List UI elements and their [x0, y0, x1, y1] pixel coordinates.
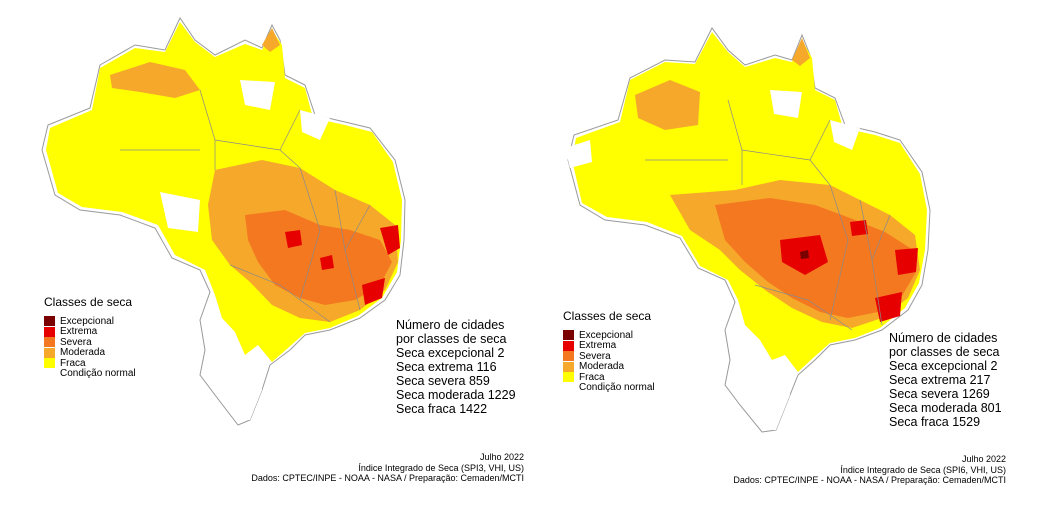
count-extrema: Seca extrema 116 [396, 360, 497, 374]
count-fraca: Seca fraca 1422 [396, 402, 488, 416]
legend-label: Condição normal [579, 382, 655, 394]
footer-source: Dados: CPTEC/INPE - NOAA - NASA / Prepar… [251, 473, 524, 483]
city-counts: Número de cidades por classes de seca Se… [889, 331, 1002, 429]
legend-label: Fraca [579, 371, 605, 383]
legend-swatch-moderada [44, 347, 55, 358]
count-severa: Seca severa 1269 [889, 387, 990, 401]
legend-title: Classes de seca [563, 309, 652, 323]
region-severa [245, 210, 392, 305]
count-severa: Seca severa 859 [396, 374, 490, 388]
count-moderada: Seca moderada 1229 [396, 388, 516, 402]
legend-swatch-moderada [563, 361, 574, 372]
footer-index: Índice Integrado de Seca (SPI6, VHI, US) [840, 464, 1006, 475]
legend-item-normal: Condição normal [44, 368, 136, 380]
legend-swatch-extrema [563, 340, 574, 351]
region-normal-3 [830, 120, 860, 150]
region-normal-3 [300, 110, 330, 140]
legend-item-moderada: Moderada [563, 361, 655, 373]
legend-item-moderada: Moderada [44, 347, 136, 359]
legend-label: Moderada [579, 361, 625, 373]
legend-item-excepcional: Excepcional [44, 316, 136, 327]
legend-swatch-extrema [44, 326, 55, 337]
region-extrema-2 [895, 248, 918, 275]
region-excepcional [800, 250, 809, 259]
count-fraca: Seca fraca 1529 [889, 415, 981, 429]
region-normal-1 [565, 140, 592, 168]
brazil-drought-map-spi6 [565, 27, 931, 433]
region-moderada-north [110, 62, 200, 98]
legend: Classes de seca Excepcional Extrema Seve… [44, 295, 136, 379]
legend-swatch-fraca [44, 358, 55, 369]
legend-label: Extrema [60, 326, 98, 338]
region-extrema-1 [380, 225, 400, 255]
legend-swatch-excepcional [563, 330, 574, 341]
drought-map-panel-spi6: Classes de seca Excepcional Extrema Seve… [530, 0, 1042, 511]
region-moderada-north2 [792, 38, 810, 66]
counts-heading: por classes de seca [889, 345, 1000, 359]
legend-label: Excepcional [579, 329, 633, 341]
region-normal-south [745, 368, 790, 430]
legend-swatch-normal [563, 383, 574, 393]
legend-label: Moderada [60, 347, 106, 359]
counts-heading: por classes de seca [396, 332, 507, 346]
footer-date: Julho 2022 [479, 452, 524, 462]
legend-label: Excepcional [60, 315, 114, 327]
city-counts: Número de cidades por classes de seca Se… [396, 318, 516, 416]
legend-label: Condição normal [60, 368, 136, 380]
region-normal-2 [240, 80, 275, 110]
footer-source: Dados: CPTEC/INPE - NOAA - NASA / Prepar… [733, 475, 1006, 485]
counts-heading: Número de cidades [396, 318, 505, 332]
region-extrema-3 [875, 292, 902, 322]
region-moderada-north2 [262, 28, 280, 52]
brazil-drought-map-spi3 [41, 16, 406, 426]
legend-label: Severa [579, 350, 611, 362]
legend-swatch-normal [44, 369, 55, 379]
counts-heading: Número de cidades [889, 331, 998, 345]
count-excepcional: Seca excepcional 2 [396, 346, 505, 360]
legend-item-fraca: Fraca [563, 372, 655, 383]
footer-index: Índice Integrado de Seca (SPI3, VHI, US) [358, 462, 524, 473]
count-excepcional: Seca excepcional 2 [889, 359, 998, 373]
region-extrema-4 [850, 220, 868, 236]
footer-caption: Julho 2022 Índice Integrado de Seca (SPI… [251, 452, 524, 484]
legend-item-extrema: Extrema [563, 340, 655, 352]
region-normal-1 [160, 192, 200, 232]
legend-title: Classes de seca [44, 295, 133, 309]
footer-caption: Julho 2022 Índice Integrado de Seca (SPI… [733, 454, 1006, 486]
count-moderada: Seca moderada 801 [889, 401, 1002, 415]
drought-map-panel-spi3: Classes de seca Excepcional Extrema Seve… [41, 16, 524, 484]
legend-item-severa: Severa [563, 351, 655, 362]
legend-label: Fraca [60, 357, 86, 369]
region-normal-south [225, 370, 262, 420]
legend-label: Extrema [579, 340, 617, 352]
region-extrema-2 [362, 278, 385, 305]
legend-item-excepcional: Excepcional [563, 330, 655, 341]
state-borders [120, 89, 371, 323]
legend-item-normal: Condição normal [563, 382, 655, 394]
legend-swatch-excepcional [44, 316, 55, 327]
legend: Classes de seca Excepcional Extrema Seve… [563, 309, 655, 393]
legend-item-fraca: Fraca [44, 358, 136, 369]
state-borders [645, 99, 891, 331]
region-normal-2 [770, 90, 802, 118]
region-extrema-3 [285, 230, 302, 248]
legend-item-extrema: Extrema [44, 326, 136, 338]
legend-label: Severa [60, 336, 92, 348]
legend-swatch-severa [44, 337, 55, 348]
legend-swatch-fraca [563, 372, 574, 383]
region-extrema-4 [320, 255, 334, 270]
footer-date: Julho 2022 [961, 454, 1006, 464]
region-moderada-north [635, 80, 700, 130]
legend-item-severa: Severa [44, 337, 136, 348]
legend-swatch-severa [563, 351, 574, 362]
count-extrema: Seca extrema 217 [889, 373, 991, 387]
